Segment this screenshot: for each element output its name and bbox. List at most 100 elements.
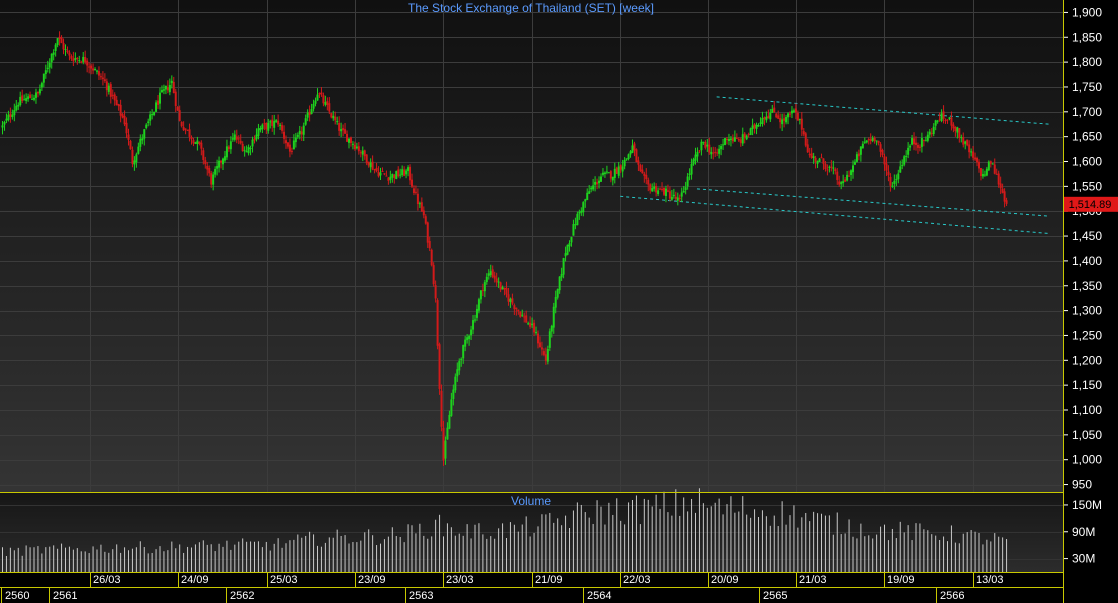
candle-body — [64, 48, 67, 50]
candle-body — [365, 154, 368, 164]
candle-body — [115, 99, 118, 105]
year-label: 2561 — [53, 590, 77, 602]
candle-body — [552, 306, 555, 328]
candle-body — [285, 140, 287, 144]
candle-body — [168, 84, 171, 93]
candle-body — [952, 124, 955, 129]
candle-body — [676, 197, 679, 201]
candle-body — [544, 354, 547, 361]
date-label: 23/09 — [358, 574, 386, 586]
candle-body — [109, 84, 112, 97]
candle-body — [556, 289, 559, 298]
candle-body — [204, 160, 207, 165]
candle-body — [328, 103, 331, 112]
candle-body — [17, 104, 20, 107]
candle-body — [962, 137, 965, 145]
candle-body — [424, 216, 427, 224]
candle-body — [162, 89, 165, 91]
candle-body — [537, 333, 539, 344]
candle-body — [916, 144, 919, 148]
candle-body — [74, 57, 77, 60]
candle-body — [767, 115, 770, 119]
candle-body — [13, 110, 16, 116]
candle-body — [306, 112, 309, 118]
candle-body — [706, 144, 709, 147]
candle-body — [70, 56, 73, 59]
candle-body — [757, 125, 760, 127]
candle-body — [621, 166, 624, 172]
candle-body — [426, 222, 429, 243]
candle-body — [720, 145, 723, 150]
candle-body — [249, 147, 252, 149]
candle-body — [838, 181, 841, 185]
candle-body — [428, 241, 431, 249]
candle-body — [765, 116, 768, 121]
candle-body — [655, 185, 658, 193]
trendlines — [620, 96, 1050, 235]
candle-body — [657, 190, 660, 195]
candle-body — [820, 157, 823, 159]
candle-body — [680, 192, 683, 197]
candle-body — [223, 156, 226, 161]
candle-body — [651, 188, 654, 192]
candle-body — [828, 166, 831, 168]
candle-body — [861, 143, 864, 149]
price-tick-label: 1,550 — [1072, 179, 1102, 193]
candle-body — [540, 347, 543, 350]
candle-body — [324, 102, 327, 105]
candle-body — [220, 160, 223, 163]
candle-body — [546, 349, 549, 362]
candle-body — [338, 122, 341, 131]
candle-body — [218, 160, 221, 168]
candle-body — [96, 70, 98, 72]
candle-body — [751, 125, 754, 130]
trendline — [716, 96, 1050, 125]
candle-body — [36, 91, 39, 94]
price-tick-label: 1,150 — [1072, 378, 1102, 392]
candle-body — [369, 162, 372, 168]
candle-body — [300, 131, 303, 135]
candle-body — [802, 131, 805, 135]
candle-body — [594, 181, 597, 185]
volume-tick-label: 150M — [1072, 498, 1102, 512]
candle-body — [19, 96, 22, 106]
candle-body — [263, 123, 266, 125]
candle-body — [649, 184, 652, 191]
candle-body — [639, 165, 642, 171]
candle-body — [214, 168, 217, 175]
candle-body — [381, 170, 384, 172]
candle-body — [145, 124, 148, 129]
candle-body — [72, 58, 75, 62]
candle-body — [1, 125, 4, 128]
candle-body — [176, 107, 179, 111]
candle-body — [9, 113, 12, 117]
candle-body — [442, 427, 445, 461]
candle-body — [668, 191, 671, 199]
candle-body — [157, 100, 160, 105]
candle-body — [985, 168, 988, 176]
candle-body — [918, 146, 921, 148]
candle-body — [893, 180, 896, 184]
price-tick-label: 1,750 — [1072, 80, 1102, 94]
candle-body — [983, 174, 986, 176]
candle-body — [678, 197, 681, 199]
candle-body — [627, 154, 630, 159]
candle-body — [103, 79, 106, 81]
date-axis: 26/03 24/09 25/03 23/09 23/03 21/09 22/03 20/09… — [1, 573, 1004, 603]
candle-body — [899, 166, 902, 173]
candle-body — [863, 141, 866, 143]
candle-body — [206, 165, 209, 170]
candle-body — [414, 191, 417, 193]
candle-body — [78, 60, 81, 62]
candle-body — [462, 345, 465, 359]
candle-body — [1001, 188, 1004, 193]
candle-body — [761, 117, 764, 125]
candle-body — [259, 127, 262, 131]
chart-title: The Stock Exchange of Thailand (SET) [we… — [408, 1, 654, 15]
candle-body — [397, 169, 400, 177]
candle-body — [105, 81, 108, 91]
candle-body — [385, 175, 388, 177]
candle-body — [997, 173, 1000, 185]
candle-body — [499, 282, 502, 290]
